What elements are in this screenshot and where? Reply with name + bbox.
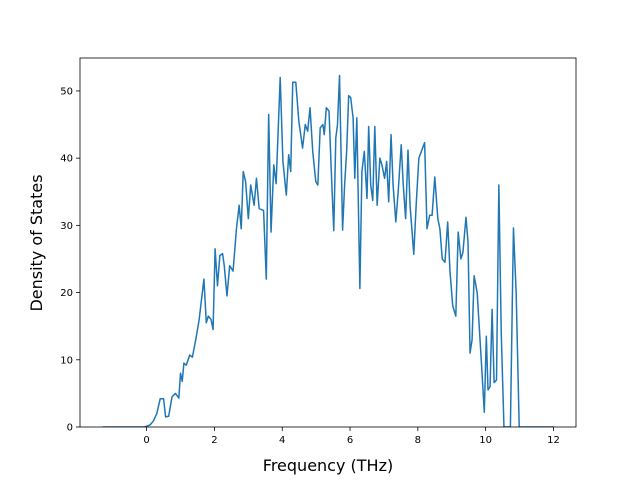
y-tick-label: 20 [60,288,73,299]
x-tick-label: 8 [415,435,421,446]
x-tick-label: 4 [279,435,285,446]
data-line [102,74,554,427]
x-tick-label: 10 [479,435,492,446]
y-tick-label: 30 [60,221,73,232]
y-axis-label: Density of States [27,174,46,311]
x-tick-label: 2 [211,435,217,446]
x-tick-label: 12 [547,435,560,446]
x-axis-label: Frequency (THz) [263,456,393,475]
x-tick-label: 0 [143,435,149,446]
y-tick-label: 40 [60,154,73,165]
y-tick-label: 0 [67,423,73,434]
y-tick-label: 10 [60,355,73,366]
x-tick-label: 6 [347,435,353,446]
y-tick-label: 50 [60,86,73,97]
plot-frame [79,57,577,428]
